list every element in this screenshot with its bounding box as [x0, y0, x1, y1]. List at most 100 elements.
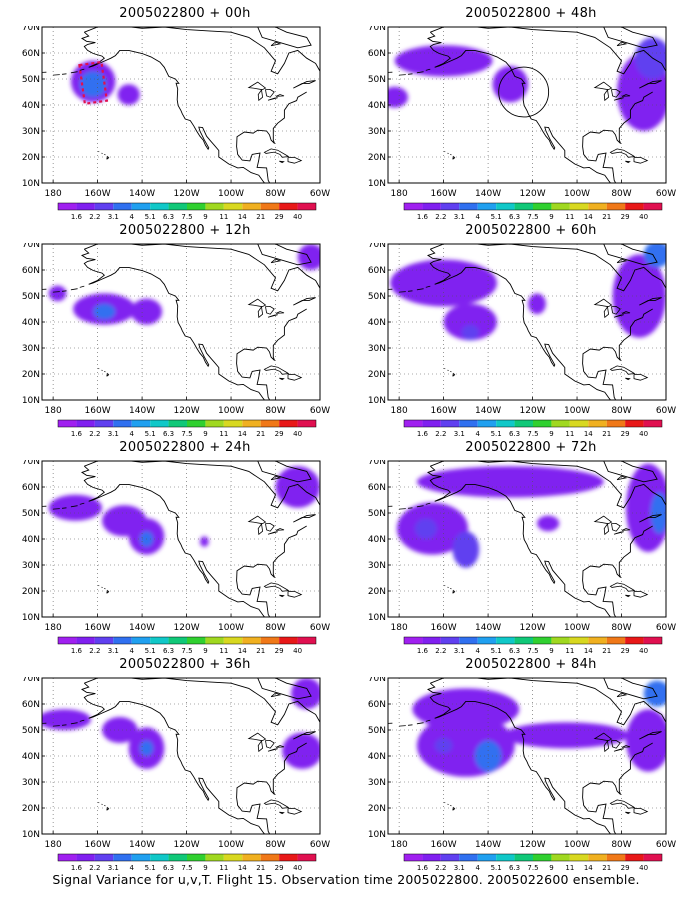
colorbar-label: 9	[203, 647, 207, 655]
variance-blob-5	[625, 709, 666, 772]
panel-title: 2005022800 + 84h	[465, 657, 597, 672]
colorbar-swatch	[94, 203, 114, 210]
variance-blob-2	[130, 298, 163, 325]
small-island-5	[106, 155, 110, 160]
colorbar-label: 6.3	[509, 213, 520, 221]
colorbar-swatch	[242, 854, 261, 861]
colorbar-label: 21	[602, 430, 611, 438]
small-island-1	[70, 722, 78, 725]
coastline-2	[426, 248, 612, 400]
coastline-3	[319, 678, 320, 680]
colorbar-label: 1.6	[71, 864, 83, 872]
y-tick-label: 10N	[22, 179, 40, 189]
colorbar-label: 21	[602, 864, 611, 872]
colorbar-swatch	[606, 420, 626, 427]
colorbar-swatch	[168, 420, 187, 427]
island-outline-4	[616, 258, 628, 264]
colorbar-swatch	[76, 203, 95, 210]
island-outline-1	[633, 807, 649, 815]
colorbar-label: 3.1	[454, 430, 465, 438]
small-island-0	[61, 290, 67, 292]
colorbar-swatch	[223, 854, 243, 861]
island-outline-6	[257, 739, 264, 753]
island-outline-2	[279, 594, 285, 598]
colorbar-swatch	[223, 637, 243, 644]
colorbar-swatch	[279, 854, 298, 861]
colorbar-label: 5.1	[145, 864, 156, 872]
x-tick-label: 80W	[611, 840, 631, 850]
island-outline-8	[267, 97, 278, 101]
variance-field	[412, 680, 666, 777]
y-tick-label: 10N	[368, 396, 386, 406]
coastlines	[388, 678, 666, 834]
colorbar-label: 5.1	[491, 647, 502, 655]
y-tick-label: 30N	[368, 561, 386, 571]
island-outline-7	[265, 522, 275, 532]
coastline-5	[639, 80, 662, 89]
small-island-7	[101, 586, 103, 588]
coastlines	[42, 244, 320, 400]
island-outline-5	[593, 515, 613, 525]
coastlines	[388, 461, 676, 617]
small-island-0	[407, 73, 413, 75]
small-island-3	[79, 285, 85, 288]
colorbar-label: 40	[639, 430, 648, 438]
panel-title: 2005022800 + 00h	[119, 6, 251, 21]
island-outline-5	[593, 732, 613, 742]
map-plot: 10N 20N 30N 40N 50N 60N 70N 180 160W 140W 120W 100W…	[22, 460, 330, 633]
colorbar-label: 40	[293, 430, 302, 438]
small-island-1	[70, 71, 78, 74]
island-outline-9	[621, 311, 631, 314]
small-island-1	[416, 71, 424, 74]
y-tick-label: 70N	[368, 677, 386, 684]
colorbar-label: 1.6	[417, 864, 429, 872]
colorbar-label: 21	[256, 864, 265, 872]
x-tick-label: 120W	[174, 623, 200, 633]
y-tick-label: 40N	[22, 318, 40, 328]
y-tick-label: 60N	[22, 700, 40, 710]
colorbar-swatch	[440, 420, 460, 427]
y-tick-label: 20N	[368, 804, 386, 814]
small-island-2	[399, 725, 406, 727]
colorbar-label: 29	[275, 430, 284, 438]
coastline-1	[582, 91, 653, 183]
coastline-0	[430, 27, 666, 75]
colorbar-label: 3.1	[454, 213, 465, 221]
colorbar-label: 40	[293, 213, 302, 221]
colorbar-label: 5.1	[491, 864, 502, 872]
island-outline-4	[616, 475, 628, 481]
map-plot: 10N 20N 30N 40N 50N 60N 70N 180 160W 140W 120W 100W…	[22, 243, 330, 416]
colorbar-label: 11	[565, 430, 574, 438]
small-island-3	[425, 719, 431, 722]
small-island-7	[447, 803, 449, 805]
island-outline-4	[616, 41, 628, 47]
x-tick-label: 140W	[129, 189, 155, 199]
island-outline-9	[621, 528, 631, 531]
colorbar-frame	[57, 419, 317, 428]
colorbar-swatch	[569, 637, 589, 644]
y-tick-label: 20N	[368, 370, 386, 380]
small-island-6	[450, 371, 452, 373]
coastline-2	[426, 682, 612, 834]
colorbar-swatch	[440, 203, 460, 210]
colorbar-label: 4	[129, 430, 134, 438]
y-tick-label: 60N	[22, 49, 40, 59]
small-island-5	[452, 806, 456, 811]
colorbar-swatch	[76, 854, 95, 861]
island-outline-3	[668, 292, 676, 304]
y-tick-label: 70N	[22, 677, 40, 684]
island-outline-0	[609, 582, 636, 592]
colorbar-label: 3.1	[108, 430, 119, 438]
variance-blob-1	[79, 71, 107, 98]
island-outline-3	[668, 509, 676, 521]
x-tick-label: 100W	[564, 623, 590, 633]
x-tick-label: 100W	[564, 406, 590, 416]
coastline-0	[84, 461, 320, 509]
y-tick-label: 30N	[22, 561, 40, 571]
colorbar-swatch	[242, 203, 261, 210]
small-island-2	[53, 74, 60, 76]
island-outline-7	[611, 88, 621, 98]
colorbar-label: 9	[549, 213, 553, 221]
small-island-6	[450, 154, 452, 156]
colorbar-swatch	[514, 637, 533, 644]
